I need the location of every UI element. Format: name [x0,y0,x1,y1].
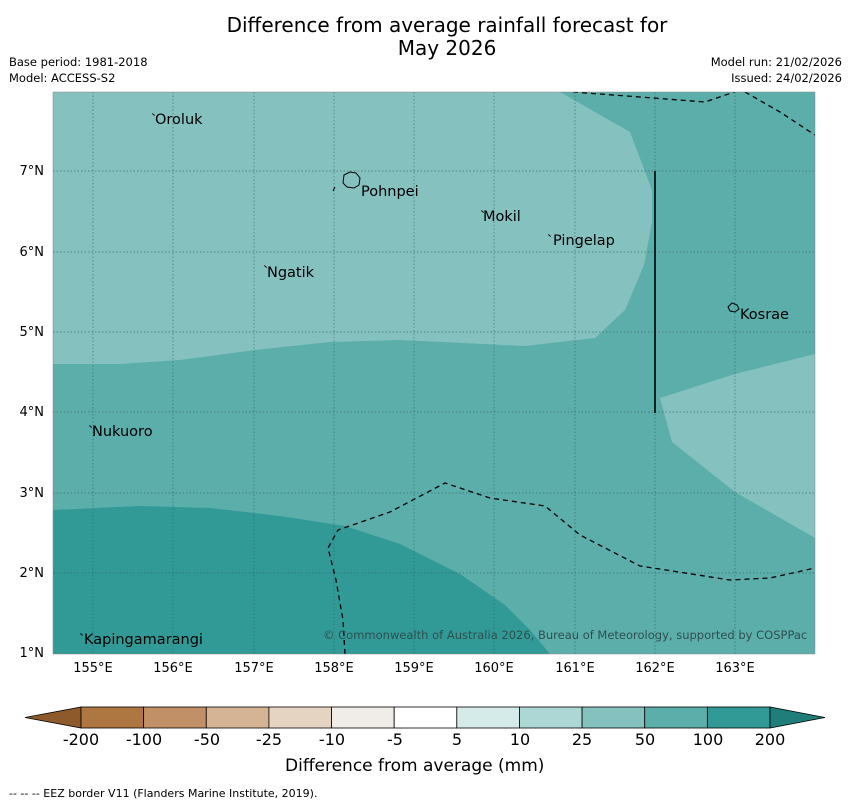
colorbar-tick-label: 100 [692,730,724,749]
run-info: Model run: 21/02/2026 Issued: 24/02/2026 [711,54,842,86]
colorbar-tick-label: -25 [255,730,283,749]
eez-legend-note: -- -- -- EEZ border V11 (Flanders Marine… [9,787,318,800]
kosrae-island-outline [727,302,740,313]
eez-border-northeast [744,92,815,136]
colorbar-swatch [581,706,646,729]
copyright-notice: © Commonwealth of Australia 2026, Bureau… [323,628,808,642]
colorbar-swatch [644,706,708,729]
base-period: Base period: 1981-2018 [9,55,148,69]
model-name: Model: ACCESS-S2 [9,71,116,85]
model-info: Base period: 1981-2018 Model: ACCESS-S2 [9,54,148,86]
colorbar-swatch [519,706,583,729]
map-title: Difference from average rainfall forecas… [0,14,850,60]
place-label-pohnpei: Pohnpei [361,184,419,200]
y-tick-label: 3°N [19,486,45,501]
colorbar-tick-label: -50 [193,730,221,749]
x-tick-label: 160°E [474,661,514,676]
colorbar-tick-label: 50 [634,730,656,749]
place-label-nukuoro: Nukuoro [92,424,153,440]
pohnpei-island-outline [342,171,361,189]
colorbar-title: Difference from average (mm) [285,756,545,776]
place-label-kosrae: Kosrae [740,307,789,323]
colorbar-swatch [80,706,145,729]
title-line-2: May 2026 [397,36,497,60]
place-label-kapingamarangi: Kapingamarangi [84,632,203,648]
title-line-1: Difference from average rainfall forecas… [226,13,668,37]
colorbar-tick-label: 5 [451,730,463,749]
y-tick-label: 6°N [19,245,45,260]
band-25-50-north [53,92,652,364]
place-label-ngatik: Ngatik [267,265,315,281]
colorbar-swatch [393,706,458,729]
x-tick-label: 159°E [394,661,434,676]
colorbar-tick-label: 10 [509,730,531,749]
colorbar-tick-label: 25 [571,730,593,749]
eez-border [327,92,815,654]
place-label-pingelap: Pingelap [553,233,615,249]
x-tick-label: 158°E [314,661,354,676]
place-label-oroluk: Oroluk [155,112,203,128]
colorbar-swatch [331,706,395,729]
place-label-mokil: Mokil [483,209,521,225]
y-tick-label: 7°N [19,164,45,179]
x-tick-label: 156°E [153,661,193,676]
colorbar-swatch [143,706,207,729]
colorbar-tick-label: -100 [125,730,163,749]
y-tick-label: 1°N [19,646,45,661]
colorbar-tick-label: -10 [318,730,346,749]
colorbar-tick-label: -5 [387,730,403,749]
colorbar-extend-high [769,706,826,729]
x-tick-label: 162°E [635,661,675,676]
y-tick-label: 4°N [19,405,45,420]
x-tick-label: 157°E [234,661,274,676]
model-run-date: Model run: 21/02/2026 [710,55,842,69]
eez-border-north [572,92,737,103]
colorbar-swatch [706,706,771,729]
colorbar-tick-label: 200 [754,730,786,749]
y-tick-label: 2°N [19,566,45,581]
x-tick-label: 161°E [555,661,595,676]
x-tick-label: 163°E [715,661,755,676]
band-25-50-east [660,354,815,538]
colorbar-swatch [268,706,332,729]
colorbar-swatch [205,706,270,729]
rainfall-map-area [53,92,815,654]
band-100-200-south [53,506,550,654]
colorbar-tick-label: -200 [62,730,100,749]
y-tick-label: 5°N [19,325,45,340]
ant-atoll-mark [332,186,336,192]
issued-date: Issued: 24/02/2026 [731,71,842,85]
colorbar-extend-low [24,706,82,729]
colorbar [24,706,826,729]
colorbar-swatch [456,706,520,729]
x-tick-label: 155°E [73,661,113,676]
map-frame [52,91,816,655]
